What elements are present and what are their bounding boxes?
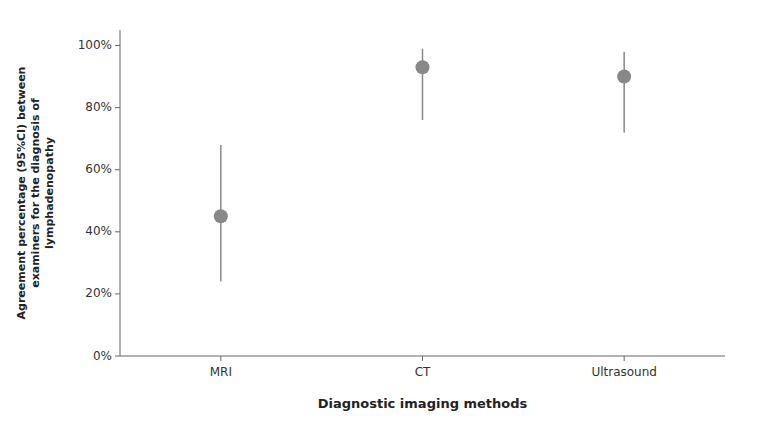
y-tick-label: 20% — [85, 286, 112, 300]
y-tick — [115, 169, 120, 170]
x-tick — [422, 356, 423, 361]
y-tick-label: 80% — [85, 100, 112, 114]
y-tick — [115, 231, 120, 232]
point — [214, 209, 228, 223]
x-tick-label: Ultrasound — [591, 365, 657, 379]
y-tick — [115, 356, 120, 357]
point — [416, 60, 430, 74]
chart: 0% 20% 40% 60% 80% 100% MRI CT Ultrasound Diagnos… — [0, 0, 765, 426]
y-tick-label: 0% — [93, 349, 112, 363]
x-tick — [624, 356, 625, 361]
y-axis — [120, 30, 121, 356]
y-tick — [115, 293, 120, 294]
y-tick — [115, 107, 120, 108]
point — [617, 70, 631, 84]
x-axis-label: Diagnostic imaging methods — [318, 396, 528, 411]
error-bar — [422, 49, 424, 120]
error-bar — [623, 52, 625, 133]
x-tick — [220, 356, 221, 361]
y-tick — [115, 45, 120, 46]
y-tick-label: 40% — [85, 224, 112, 238]
y-tick-label: 100% — [78, 38, 112, 52]
x-tick-label: CT — [415, 365, 431, 379]
x-tick-label: MRI — [210, 365, 232, 379]
marks — [214, 49, 631, 282]
y-tick-label: 60% — [85, 162, 112, 176]
y-axis-label: Agreement percentage (95%CI) betweenexam… — [15, 67, 56, 320]
